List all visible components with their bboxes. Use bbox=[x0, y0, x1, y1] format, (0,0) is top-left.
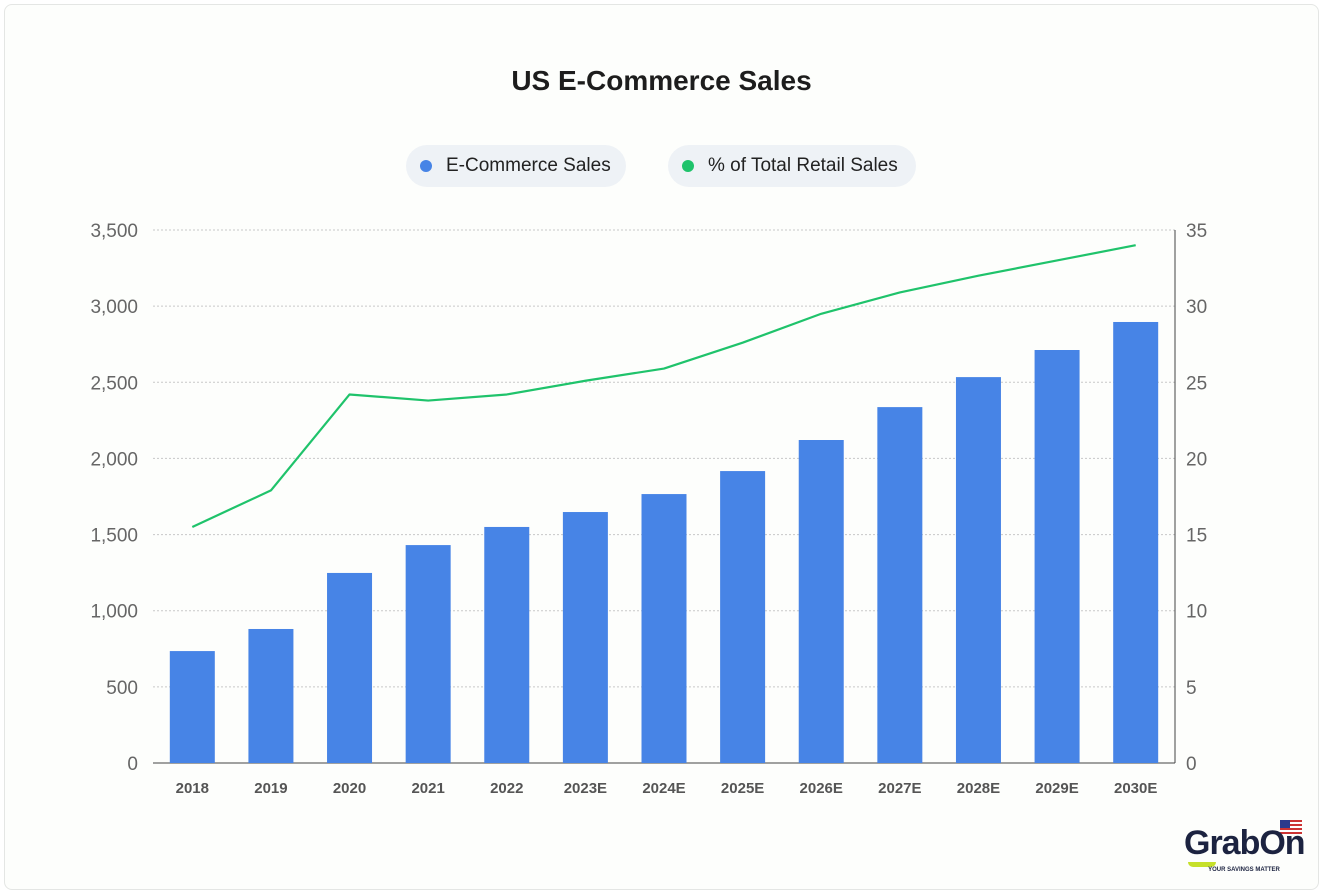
x-tick-label: 2024E bbox=[642, 780, 685, 797]
x-tick-label: 2019 bbox=[254, 780, 287, 797]
y-right-tick-label: 35 bbox=[1186, 221, 1207, 242]
y-left-tick-label: 1,000 bbox=[90, 602, 138, 623]
bar bbox=[562, 512, 608, 763]
y-right-tick-label: 5 bbox=[1186, 678, 1197, 699]
y-right-tick-label: 0 bbox=[1186, 754, 1197, 775]
bar bbox=[248, 628, 294, 763]
legend-item-percent-retail[interactable]: % of Total Retail Sales bbox=[668, 145, 916, 187]
x-tick-label: 2021 bbox=[411, 780, 444, 797]
x-tick-label: 2018 bbox=[176, 780, 209, 797]
bar bbox=[798, 440, 844, 763]
x-tick-label: 2026E bbox=[800, 780, 843, 797]
x-tick-label: 2022 bbox=[490, 780, 523, 797]
x-tick-label: 2023E bbox=[564, 780, 607, 797]
bar bbox=[720, 471, 766, 763]
legend-item-ecommerce-sales[interactable]: E-Commerce Sales bbox=[406, 145, 626, 187]
y-left-tick-label: 3,000 bbox=[90, 297, 138, 318]
x-tick-label: 2029E bbox=[1035, 780, 1078, 797]
y-left-tick-label: 2,000 bbox=[90, 449, 138, 470]
y-left-tick-label: 2,500 bbox=[90, 373, 138, 394]
x-tick-label: 2028E bbox=[957, 780, 1000, 797]
x-tick-label: 2025E bbox=[721, 780, 764, 797]
bar bbox=[1034, 350, 1080, 763]
y-right-tick-label: 10 bbox=[1186, 602, 1207, 623]
y-right-tick-label: 20 bbox=[1186, 449, 1207, 470]
bar bbox=[877, 407, 923, 763]
bar bbox=[955, 377, 1001, 763]
legend-dot bbox=[682, 160, 694, 172]
y-right-tick-label: 25 bbox=[1186, 373, 1207, 394]
grabon-logo: GrabOn YOUR SAVINGS MATTER bbox=[1184, 818, 1306, 878]
y-right-tick-label: 15 bbox=[1186, 526, 1207, 547]
x-tick-label: 2030E bbox=[1114, 780, 1157, 797]
y-left-tick-label: 500 bbox=[106, 678, 138, 699]
y-left-tick-label: 0 bbox=[127, 754, 138, 775]
legend-label: % of Total Retail Sales bbox=[708, 155, 898, 176]
bar bbox=[405, 545, 451, 763]
us-flag-icon bbox=[1280, 820, 1302, 834]
bar bbox=[327, 572, 373, 763]
x-tick-label: 2027E bbox=[878, 780, 921, 797]
legend-dot bbox=[420, 160, 432, 172]
bar bbox=[1113, 321, 1159, 763]
bar bbox=[641, 494, 687, 763]
chart-title: US E-Commerce Sales bbox=[511, 65, 812, 96]
y-right-tick-label: 30 bbox=[1186, 297, 1207, 318]
y-left-tick-label: 1,500 bbox=[90, 526, 138, 547]
x-tick-label: 2020 bbox=[333, 780, 366, 797]
legend-label: E-Commerce Sales bbox=[446, 155, 611, 176]
bar bbox=[169, 651, 215, 763]
bar bbox=[484, 526, 530, 763]
y-left-tick-label: 3,500 bbox=[90, 221, 138, 242]
